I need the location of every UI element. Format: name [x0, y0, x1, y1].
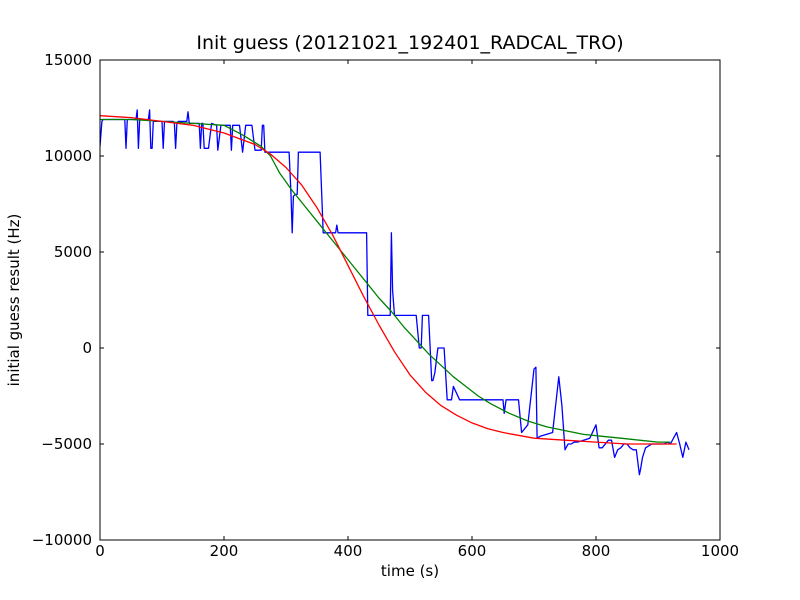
plot-background [100, 60, 720, 540]
series-line-2 [100, 118, 671, 443]
x-tick-label: 1000 [701, 542, 739, 560]
y-tick-label: 10000 [44, 147, 92, 165]
x-tick-label: 600 [458, 542, 487, 560]
y-tick-label: 15000 [44, 51, 92, 69]
y-tick-label: 0 [82, 339, 92, 357]
x-tick-label: 800 [582, 542, 611, 560]
plot-frame [99, 59, 721, 541]
y-tick-label: −10000 [32, 531, 92, 549]
x-axis-label: time (s) [381, 562, 439, 580]
plot-area: 0 200 400 600 800 1000 −10000 −5000 0 5000 10000 15… [32, 51, 739, 560]
x-tick-label: 400 [334, 542, 363, 560]
y-axis-label: initial guess result (Hz) [5, 214, 23, 387]
series-line-3 [100, 115, 677, 445]
y-tick-label: −5000 [41, 435, 92, 453]
chart-title: Init guess (20121021_192401_RADCAL_TRO) [196, 32, 623, 54]
y-tick-label: 5000 [54, 243, 92, 261]
x-tick-label: 200 [210, 542, 239, 560]
x-tick-label: 0 [95, 542, 105, 560]
